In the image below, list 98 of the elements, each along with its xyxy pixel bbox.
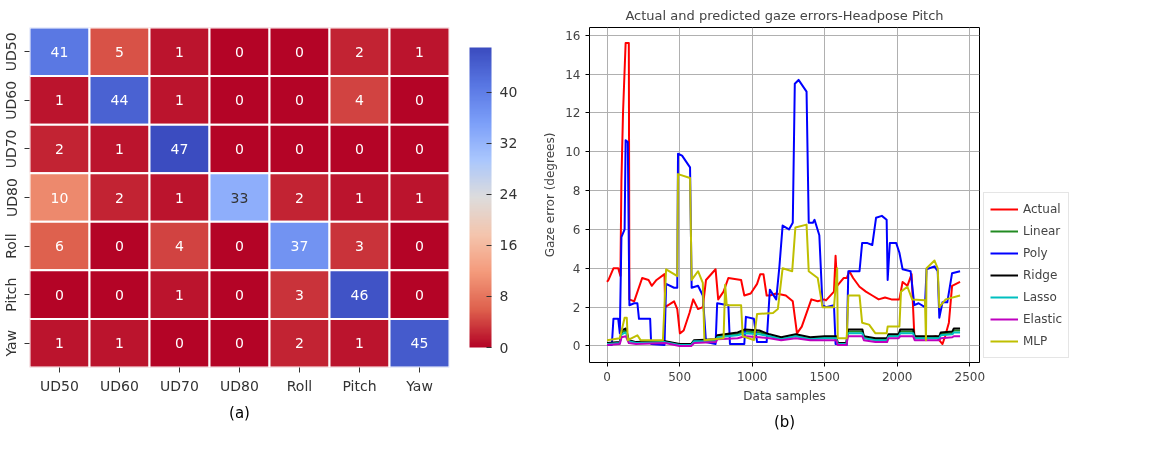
- data-label: 10: [50, 189, 69, 206]
- data-label: 0: [235, 335, 244, 352]
- x-tick-label: 2000: [881, 369, 913, 384]
- data-label: 0: [235, 238, 244, 255]
- x-tick-label: 2500: [954, 369, 986, 384]
- data-label: 4: [355, 92, 365, 109]
- line-series: [606, 335, 962, 347]
- y-tick-label: 12: [565, 106, 581, 121]
- data-label: 2: [295, 189, 304, 206]
- data-label: 5: [115, 43, 124, 60]
- color-bar-label: 0: [499, 339, 509, 356]
- x-tick-label: 1500: [809, 369, 840, 384]
- data-label: 4: [175, 238, 185, 255]
- data-label: 0: [115, 238, 124, 255]
- data-label: 2: [115, 189, 124, 206]
- data-label: 1: [175, 92, 184, 109]
- data-label: 0: [415, 92, 424, 109]
- x-tick-label: 500: [668, 369, 692, 384]
- data-label: 0: [415, 238, 424, 255]
- data-label: 6: [55, 238, 65, 255]
- data-label: 2: [55, 140, 64, 157]
- data-label: 0: [355, 140, 364, 157]
- color-bar-label: 8: [499, 288, 509, 305]
- y-tick-label: UD80: [3, 178, 20, 217]
- data-label: 45: [410, 335, 429, 352]
- y-tick-label: 6: [572, 222, 581, 237]
- data-label: 0: [175, 335, 184, 352]
- y-tick-label: Yaw: [3, 329, 20, 358]
- data-label: 0: [295, 140, 304, 157]
- chart-title: Actual and predicted gaze errors-Headpose Pitch: [625, 7, 944, 23]
- y-axis-title: Gaze error (degrees): [543, 132, 558, 258]
- x-tick-label: Roll: [286, 377, 313, 394]
- data-label: 3: [355, 238, 364, 255]
- data-label: 3: [295, 286, 304, 303]
- y-tick-label: 4: [572, 261, 581, 276]
- data-label: 1: [55, 335, 64, 352]
- y-tick-label: UD60: [3, 80, 20, 120]
- y-tick-label: UD70: [3, 129, 20, 169]
- y-tick-label: 16: [565, 28, 581, 43]
- x-tick-label: UD60: [100, 377, 139, 394]
- data-label: 2: [355, 43, 364, 60]
- data-label: 1: [55, 92, 64, 109]
- data-label: 1: [115, 140, 124, 157]
- color-bar-label: 24: [499, 186, 518, 203]
- data-label: 1: [355, 189, 364, 206]
- x-tick-label: 0: [603, 369, 611, 384]
- data-label: 0: [295, 92, 304, 109]
- legend-label: Ridge: [1023, 268, 1058, 282]
- x-tick-label: UD50: [40, 377, 79, 394]
- color-bar-label: 32: [499, 135, 518, 152]
- data-label: 41: [50, 43, 69, 60]
- data-label: 1: [175, 43, 184, 60]
- data-label: 0: [115, 286, 124, 303]
- color-bar-label: 16: [499, 237, 518, 254]
- legend-label: Lasso: [1023, 290, 1057, 304]
- legend-label: Elastic: [1023, 312, 1063, 326]
- y-tick-label: UD50: [3, 32, 20, 72]
- data-label: 44: [110, 92, 129, 109]
- data-label: 0: [295, 43, 304, 60]
- data-label: 46: [350, 286, 369, 303]
- y-tick-label: 8: [572, 184, 581, 199]
- data-label: 0: [415, 286, 424, 303]
- data-label: 1: [115, 335, 124, 352]
- legend-label: Linear: [1023, 224, 1061, 238]
- y-tick-label: Pitch: [3, 277, 20, 312]
- data-label: 0: [235, 43, 244, 60]
- data-label: 37: [290, 238, 309, 255]
- data-label: 0: [415, 140, 424, 157]
- data-label: 0: [235, 92, 244, 109]
- data-label: 1: [415, 43, 424, 60]
- x-tick-label: UD80: [220, 377, 259, 394]
- y-tick-label: Roll: [3, 233, 20, 259]
- legend-label: MLP: [1023, 334, 1048, 348]
- legend-label: Actual: [1023, 202, 1061, 216]
- x-axis-title: Data samples: [743, 388, 826, 403]
- legend-label: Poly: [1023, 246, 1048, 260]
- y-tick-label: 14: [565, 67, 581, 82]
- y-tick-label: 2: [572, 300, 581, 315]
- x-tick-label: Pitch: [342, 377, 377, 394]
- y-tick-label: 10: [565, 145, 581, 160]
- x-tick-label: UD70: [160, 377, 199, 394]
- y-tick-label: 0: [572, 339, 581, 354]
- color-bar-label: 40: [499, 84, 518, 101]
- x-tick-label: 1000: [736, 369, 768, 384]
- text: (b): [773, 412, 796, 431]
- data-label: 1: [175, 189, 184, 206]
- data-label: 1: [355, 335, 364, 352]
- text: (a): [229, 403, 250, 422]
- data-label: 0: [55, 286, 64, 303]
- data-label: 1: [415, 189, 424, 206]
- x-tick-label: Yaw: [405, 377, 433, 394]
- line-series: [606, 173, 962, 342]
- data-label: 2: [295, 335, 304, 352]
- data-label: 1: [175, 286, 184, 303]
- data-label: 47: [170, 140, 189, 157]
- data-label: 33: [230, 189, 249, 206]
- data-label: 0: [235, 140, 244, 157]
- data-label: 0: [235, 286, 244, 303]
